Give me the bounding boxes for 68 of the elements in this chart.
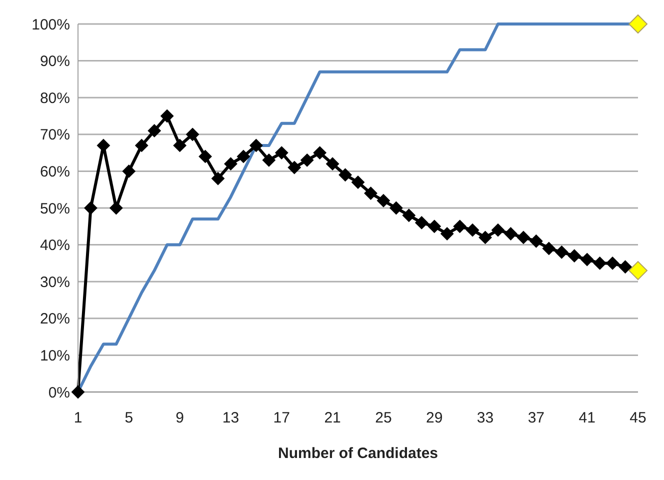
point: [313, 146, 326, 160]
point: [466, 224, 480, 237]
y-tick-label: 10%: [40, 348, 70, 365]
y-tick-label: 100%: [32, 16, 70, 34]
y-tick-label: 70%: [40, 126, 70, 144]
x-tick-label: 21: [324, 410, 341, 427]
point: [530, 234, 543, 248]
point: [428, 220, 441, 233]
point: [262, 154, 276, 167]
point: [198, 150, 212, 163]
y-tick-label: 60%: [40, 164, 70, 181]
point: [122, 164, 136, 178]
point: [376, 194, 390, 208]
point: [542, 242, 556, 255]
point: [593, 256, 606, 270]
x-tick-label: 41: [578, 410, 596, 427]
x-tick-label: 9: [176, 410, 184, 427]
point: [352, 176, 364, 189]
point: [173, 138, 186, 152]
point: [402, 208, 416, 222]
x-tick-label: 37: [528, 410, 545, 427]
point: [364, 186, 378, 200]
point: [478, 230, 492, 244]
point: [492, 224, 504, 237]
y-tick-label: 0%: [48, 384, 70, 402]
point: [96, 138, 110, 152]
point: [72, 386, 84, 398]
point: [135, 138, 148, 152]
point: [84, 202, 98, 214]
point: [390, 202, 403, 214]
point: [236, 150, 250, 163]
point: [606, 256, 620, 270]
y-tick-label: 50%: [40, 200, 70, 218]
point: [212, 172, 224, 186]
point: [224, 157, 238, 170]
point: [288, 161, 301, 174]
point: [250, 138, 263, 152]
y-tick-label: 30%: [40, 274, 70, 291]
point: [186, 128, 200, 141]
y-tick-label: 40%: [40, 237, 70, 254]
x-tick-label: 33: [476, 410, 494, 427]
y-tick-label: 80%: [40, 90, 70, 107]
point: [453, 220, 466, 233]
point: [326, 157, 340, 170]
point: [275, 146, 288, 160]
x-tick-label: 1: [74, 410, 82, 427]
point: [618, 260, 632, 274]
point: [300, 154, 314, 167]
point: [555, 246, 568, 259]
y-tick-label: 90%: [40, 53, 70, 70]
point: [415, 216, 428, 230]
point: [580, 253, 594, 266]
point: [516, 230, 530, 244]
x-tick-label: 45: [630, 410, 646, 427]
point: [148, 124, 161, 138]
point: [504, 227, 518, 240]
point: [440, 227, 454, 240]
x-tick-label: 25: [375, 410, 392, 427]
x-tick-label: 29: [426, 410, 443, 427]
point: [110, 202, 123, 214]
x-tick-label: 5: [124, 410, 134, 427]
x-tick-label: 13: [222, 410, 240, 427]
x-tick-label: 17: [273, 410, 290, 427]
y-tick-label: 20%: [40, 310, 70, 328]
point: [338, 168, 352, 182]
point: [568, 249, 581, 262]
x-axis-title: Number of Candidates: [278, 445, 438, 462]
point: [160, 110, 174, 122]
